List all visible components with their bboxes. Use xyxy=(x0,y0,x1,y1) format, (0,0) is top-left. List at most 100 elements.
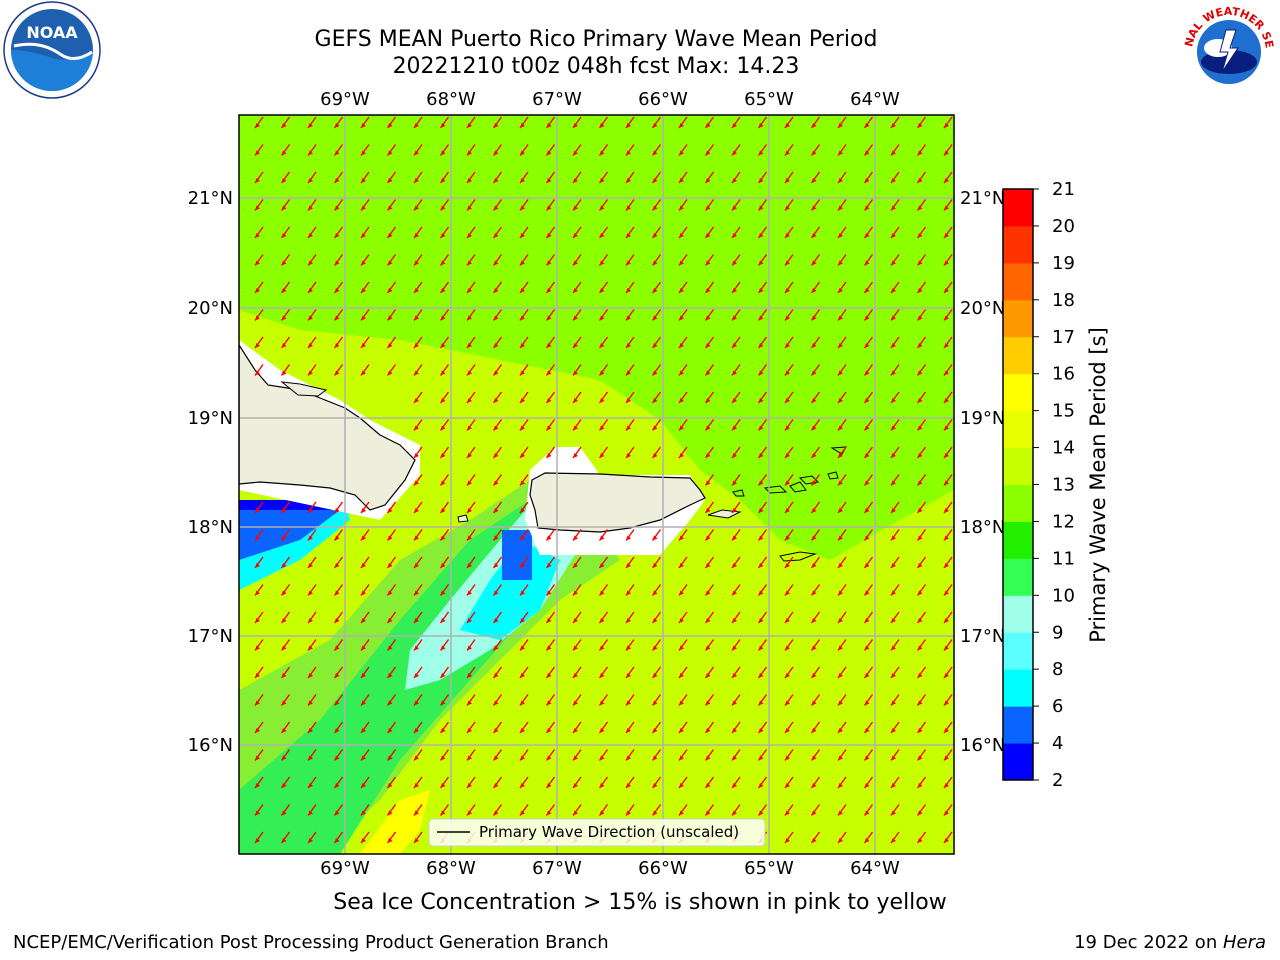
wave-arrow-head xyxy=(361,755,366,761)
wave-arrow-head xyxy=(520,673,525,678)
wave-arrow-head xyxy=(467,618,472,623)
wave-arrow-head xyxy=(758,260,764,266)
wave-arrow-head xyxy=(467,645,472,651)
wave-arrow-head xyxy=(361,150,366,156)
wave-arrow-head xyxy=(520,700,525,706)
wave-arrow-head xyxy=(520,178,525,183)
wave-arrow-head xyxy=(255,288,260,293)
colorbar-band xyxy=(1003,706,1033,744)
wave-arrow-head xyxy=(626,398,631,403)
wave-arrow-head xyxy=(891,370,896,376)
wave-arrow-head xyxy=(361,123,366,128)
wave-arrow-head xyxy=(705,425,711,431)
wave-arrow-head xyxy=(599,288,605,293)
wave-arrow-head xyxy=(255,535,260,541)
culebra-island xyxy=(732,489,745,497)
wave-arrow-head xyxy=(255,343,260,348)
wave-arrow-head xyxy=(917,810,923,816)
wave-arrow-head xyxy=(281,755,287,761)
wave-arrow-head xyxy=(917,838,923,843)
wave-arrow-head xyxy=(546,288,552,293)
wave-arrow-head xyxy=(520,425,525,431)
wave-arrow-head xyxy=(838,590,843,596)
wave-arrow-head xyxy=(281,563,287,568)
wave-arrow-head xyxy=(467,398,472,403)
wave-arrow-head xyxy=(599,370,605,376)
wave-arrow-head xyxy=(467,288,472,293)
wave-arrow-head xyxy=(679,288,684,293)
wave-arrow-head xyxy=(758,205,764,211)
wave-arrow-head xyxy=(308,508,313,513)
wave-arrow-head xyxy=(838,838,843,843)
wave-arrow-head xyxy=(361,673,366,678)
wave-arrow-head xyxy=(467,370,472,376)
wave-arrow-head xyxy=(811,535,817,541)
wave-arrow-head xyxy=(520,150,525,156)
wave-arrow-head xyxy=(387,590,393,596)
wave-arrow-head xyxy=(308,343,313,348)
wave-arrow-head xyxy=(520,233,525,238)
wave-arrow-head xyxy=(308,260,313,266)
wave-arrow-head xyxy=(440,673,446,678)
lat-tick: 17°N xyxy=(188,626,233,647)
wave-arrow-head xyxy=(361,315,366,321)
wave-arrow-head xyxy=(361,590,366,596)
wave-arrow-head xyxy=(679,563,684,568)
wave-arrow-head xyxy=(440,783,446,788)
wave-arrow-head xyxy=(838,728,843,733)
wave-arrow-head xyxy=(652,150,658,156)
wave-arrow-head xyxy=(599,343,605,348)
wave-arrow-head xyxy=(281,535,287,541)
wave-arrow-head xyxy=(864,205,870,211)
wave-arrow-head xyxy=(705,645,711,651)
wave-arrow-head xyxy=(811,645,817,651)
wave-arrow-head xyxy=(785,535,790,541)
wave-arrow-head xyxy=(361,288,366,293)
colorbar-band xyxy=(1003,558,1033,596)
wave-arrow-head xyxy=(811,480,817,486)
wave-arrow-head xyxy=(493,288,499,293)
wave-arrow-head xyxy=(361,563,366,568)
wave-arrow-head xyxy=(467,123,472,128)
wave-arrow-head xyxy=(546,343,552,348)
wave-arrow-head xyxy=(599,755,605,761)
wave-arrow-head xyxy=(652,728,658,733)
wave-arrow-head xyxy=(467,810,472,816)
wave-arrow-head xyxy=(917,700,923,706)
wave-arrow-head xyxy=(785,618,790,623)
wave-arrow-head xyxy=(705,590,711,596)
wave-arrow-head xyxy=(838,645,843,651)
colorbar-band xyxy=(1003,336,1033,375)
wave-arrow-head xyxy=(626,535,631,541)
wave-arrow-head xyxy=(255,205,260,211)
wave-arrow-head xyxy=(599,563,605,568)
lat-tick: 21°N xyxy=(960,188,1005,209)
wave-arrow-head xyxy=(414,425,419,431)
wave-arrow-head xyxy=(944,150,949,156)
wave-arrow-head xyxy=(546,370,552,376)
wave-arrow-head xyxy=(255,590,260,596)
wave-arrow-head xyxy=(732,453,737,458)
wave-arrow-head xyxy=(626,590,631,596)
wave-arrow-head xyxy=(758,508,764,513)
wave-arrow-head xyxy=(838,453,843,458)
wave-arrow-head xyxy=(732,535,737,541)
wave-arrow-head xyxy=(467,425,472,431)
wave-arrow-head xyxy=(599,783,605,788)
wave-arrow-head xyxy=(573,205,578,211)
wave-arrow-head xyxy=(944,123,949,128)
wave-arrow-head xyxy=(785,425,790,431)
lat-tick: 18°N xyxy=(188,517,233,538)
wave-arrow-head xyxy=(758,398,764,403)
wave-arrow-head xyxy=(785,370,790,376)
wave-arrow-head xyxy=(811,288,817,293)
wave-arrow-head xyxy=(387,618,393,623)
footer-org: NCEP/EMC/Verification Post Processing Pr… xyxy=(13,932,609,953)
colorbar-tick: 14 xyxy=(1052,438,1075,459)
colorbar-band xyxy=(1003,669,1033,707)
colorbar-band xyxy=(1003,595,1033,633)
wave-arrow-head xyxy=(467,728,472,733)
wave-arrow-head xyxy=(573,535,578,541)
wave-arrow-head xyxy=(440,343,446,348)
lon-tick: 66°W xyxy=(638,858,688,879)
